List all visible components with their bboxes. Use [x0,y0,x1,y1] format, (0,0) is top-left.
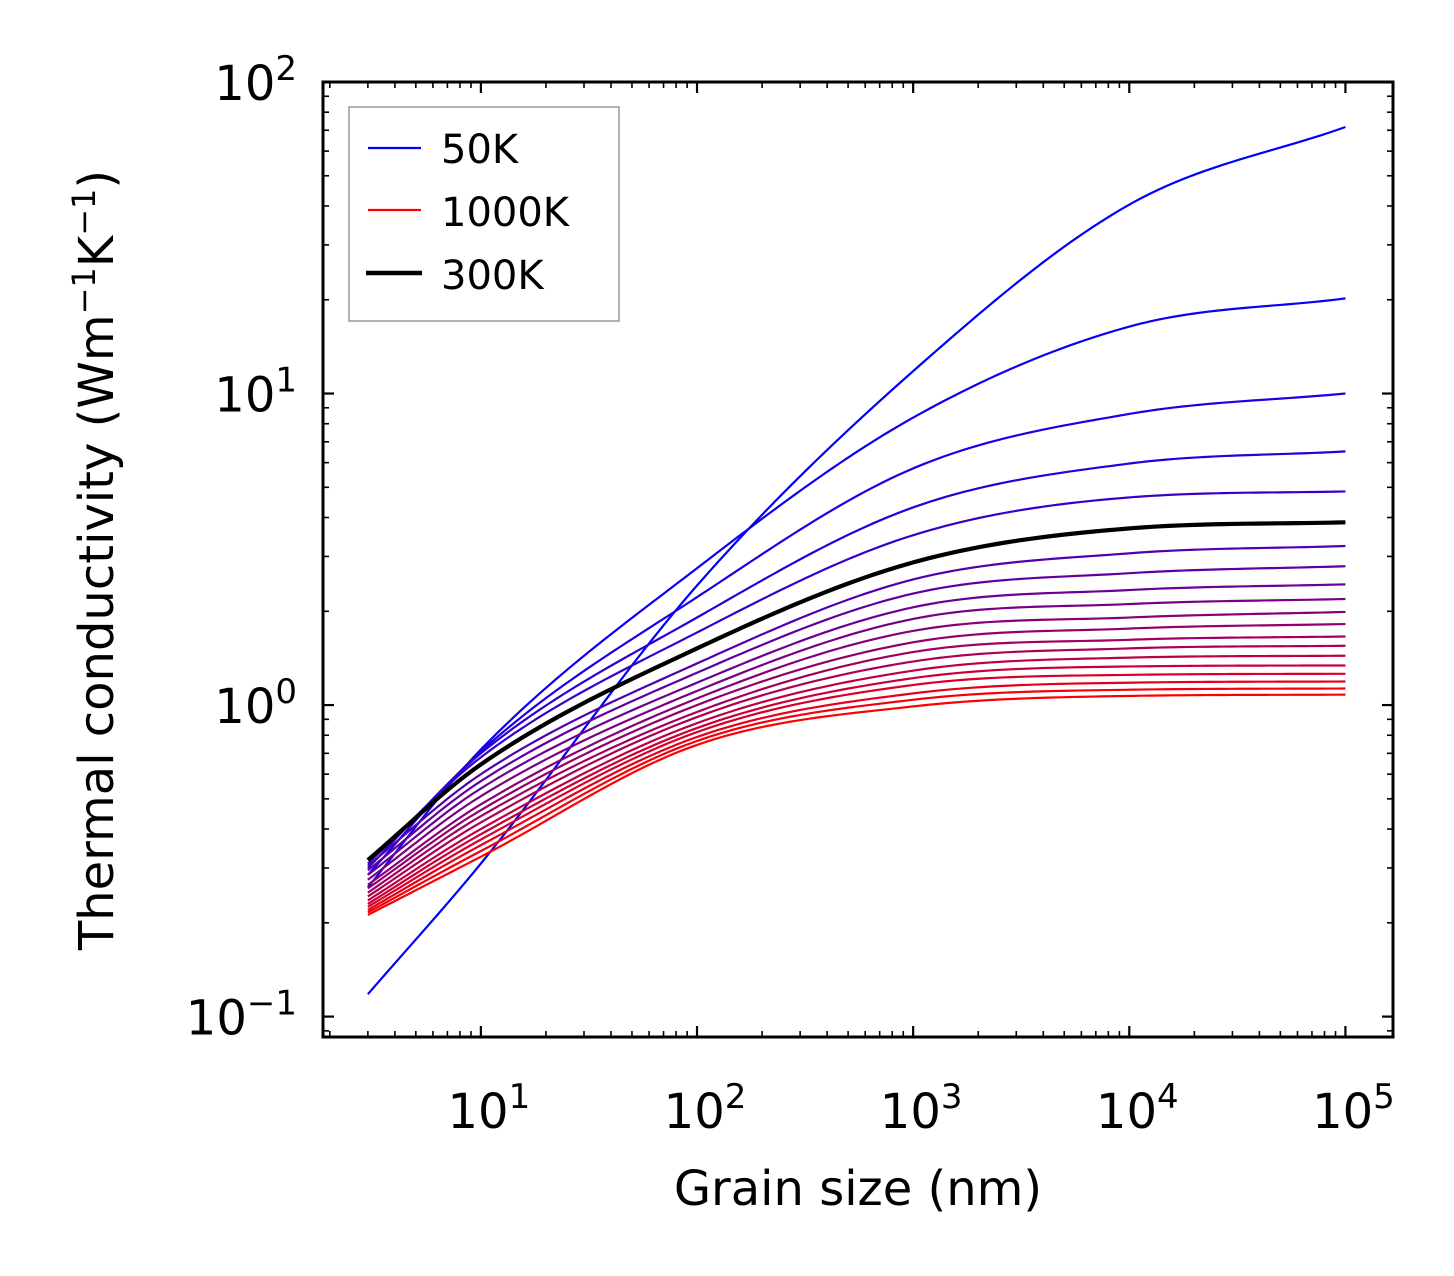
legend-label-300k: 300K [441,253,545,299]
legend-label-1000k: 1000K [441,190,571,236]
series-line-150k [367,392,1346,876]
y-tick-label: 100 [214,672,297,735]
y-axis-label-sup2: −1 [65,189,103,236]
series-line-1000k [367,693,1346,916]
series-line-50k [367,125,1346,995]
series-line-350k [367,544,1346,867]
series-line-250k [367,490,1346,865]
series-line-850k [367,672,1346,908]
series-line-700k [367,644,1346,898]
x-tick-label: 102 [664,1077,747,1140]
legend-label-50k: 50K [441,127,520,173]
legend-box [348,106,620,322]
series-line-550k [367,610,1346,886]
series-line-200k [367,450,1346,869]
tick-labels-layer: 101 102 103 104 105 10−1 100 101 102 [186,49,1395,1140]
x-tick-label: 103 [880,1077,963,1140]
x-tick-label: 105 [1312,1077,1395,1140]
y-tick-label: 10−1 [186,984,297,1047]
series-line-400k [367,565,1346,872]
series-line-900k [367,680,1346,911]
series-line-950k [367,687,1346,914]
series-line-450k [367,583,1346,876]
series-line-300k [366,520,1346,862]
legend: 50K 1000K 300K [348,106,620,322]
series-line-100k [367,297,1346,889]
x-tick-label: 104 [1096,1077,1179,1140]
y-axis-label-base: Thermal conductivity (Wm [69,314,125,951]
series-line-800k [367,664,1346,905]
y-axis-label-sup1: −1 [65,267,103,314]
x-tick-label: 101 [448,1077,531,1140]
series-layer [366,125,1346,995]
y-axis-label-end: ) [69,170,125,189]
x-axis-label: Grain size (nm) [674,1161,1042,1217]
y-tick-label: 102 [214,49,297,112]
plot-frame [321,80,1395,1039]
y-axis-label: Thermal conductivity (Wm−1K−1) [65,170,125,951]
series-line-500k [367,597,1346,881]
series-line-600k [367,622,1346,890]
y-tick-label: 101 [214,361,297,424]
y-axis-label-mid: K [69,234,125,267]
series-line-650k [367,635,1346,894]
series-line-750k [367,654,1346,902]
